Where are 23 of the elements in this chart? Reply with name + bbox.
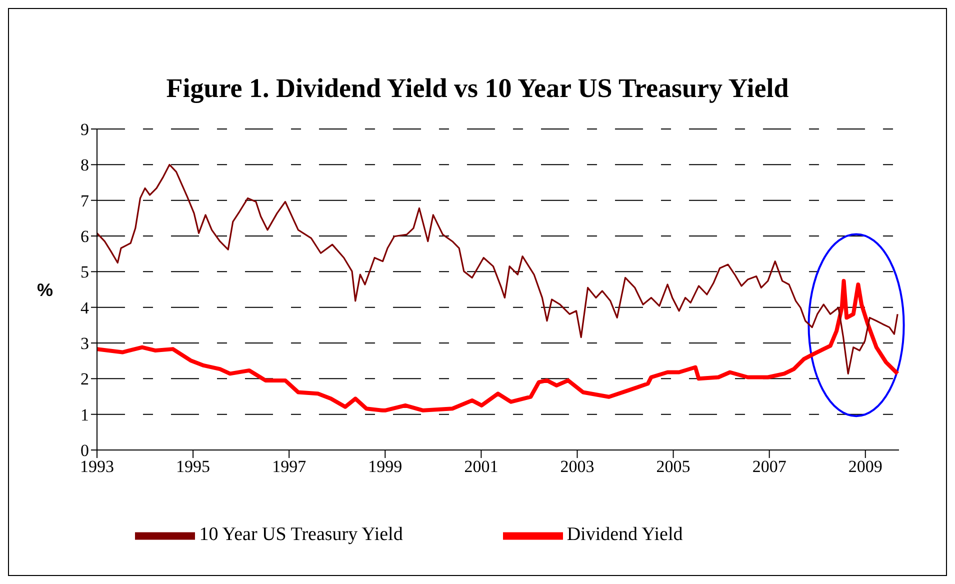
y-tick-label: 1 <box>80 405 89 424</box>
line-series <box>97 278 899 412</box>
y-tick-label: 6 <box>80 227 89 246</box>
legend-label: 10 Year US Treasury Yield <box>199 524 403 546</box>
y-tick-label: 9 <box>80 120 89 140</box>
x-tick-label: 2007 <box>752 457 787 476</box>
y-tick-label: 5 <box>80 262 89 282</box>
y-tick-label: 7 <box>80 191 90 210</box>
x-tick-label: 2009 <box>848 457 882 476</box>
x-tick-label: 2003 <box>560 457 594 476</box>
y-tick-label: 2 <box>80 370 89 389</box>
x-tick-label: 2005 <box>656 457 690 476</box>
x-tick-label: 2001 <box>464 457 498 476</box>
y-tick-label: 8 <box>80 156 89 175</box>
y-tick-label: 3 <box>80 334 89 354</box>
y-tick-label: 4 <box>80 298 90 318</box>
line-series <box>97 164 898 374</box>
x-tick-label: 1999 <box>368 457 402 476</box>
x-tick-label: 1997 <box>272 457 307 476</box>
chart-title: Figure 1. Dividend Yield vs 10 Year US Treasury Yield <box>165 73 790 104</box>
y-axis-title: % <box>37 280 54 300</box>
x-tick-label: 1995 <box>176 457 210 476</box>
legend-label: Dividend Yield <box>566 524 683 546</box>
